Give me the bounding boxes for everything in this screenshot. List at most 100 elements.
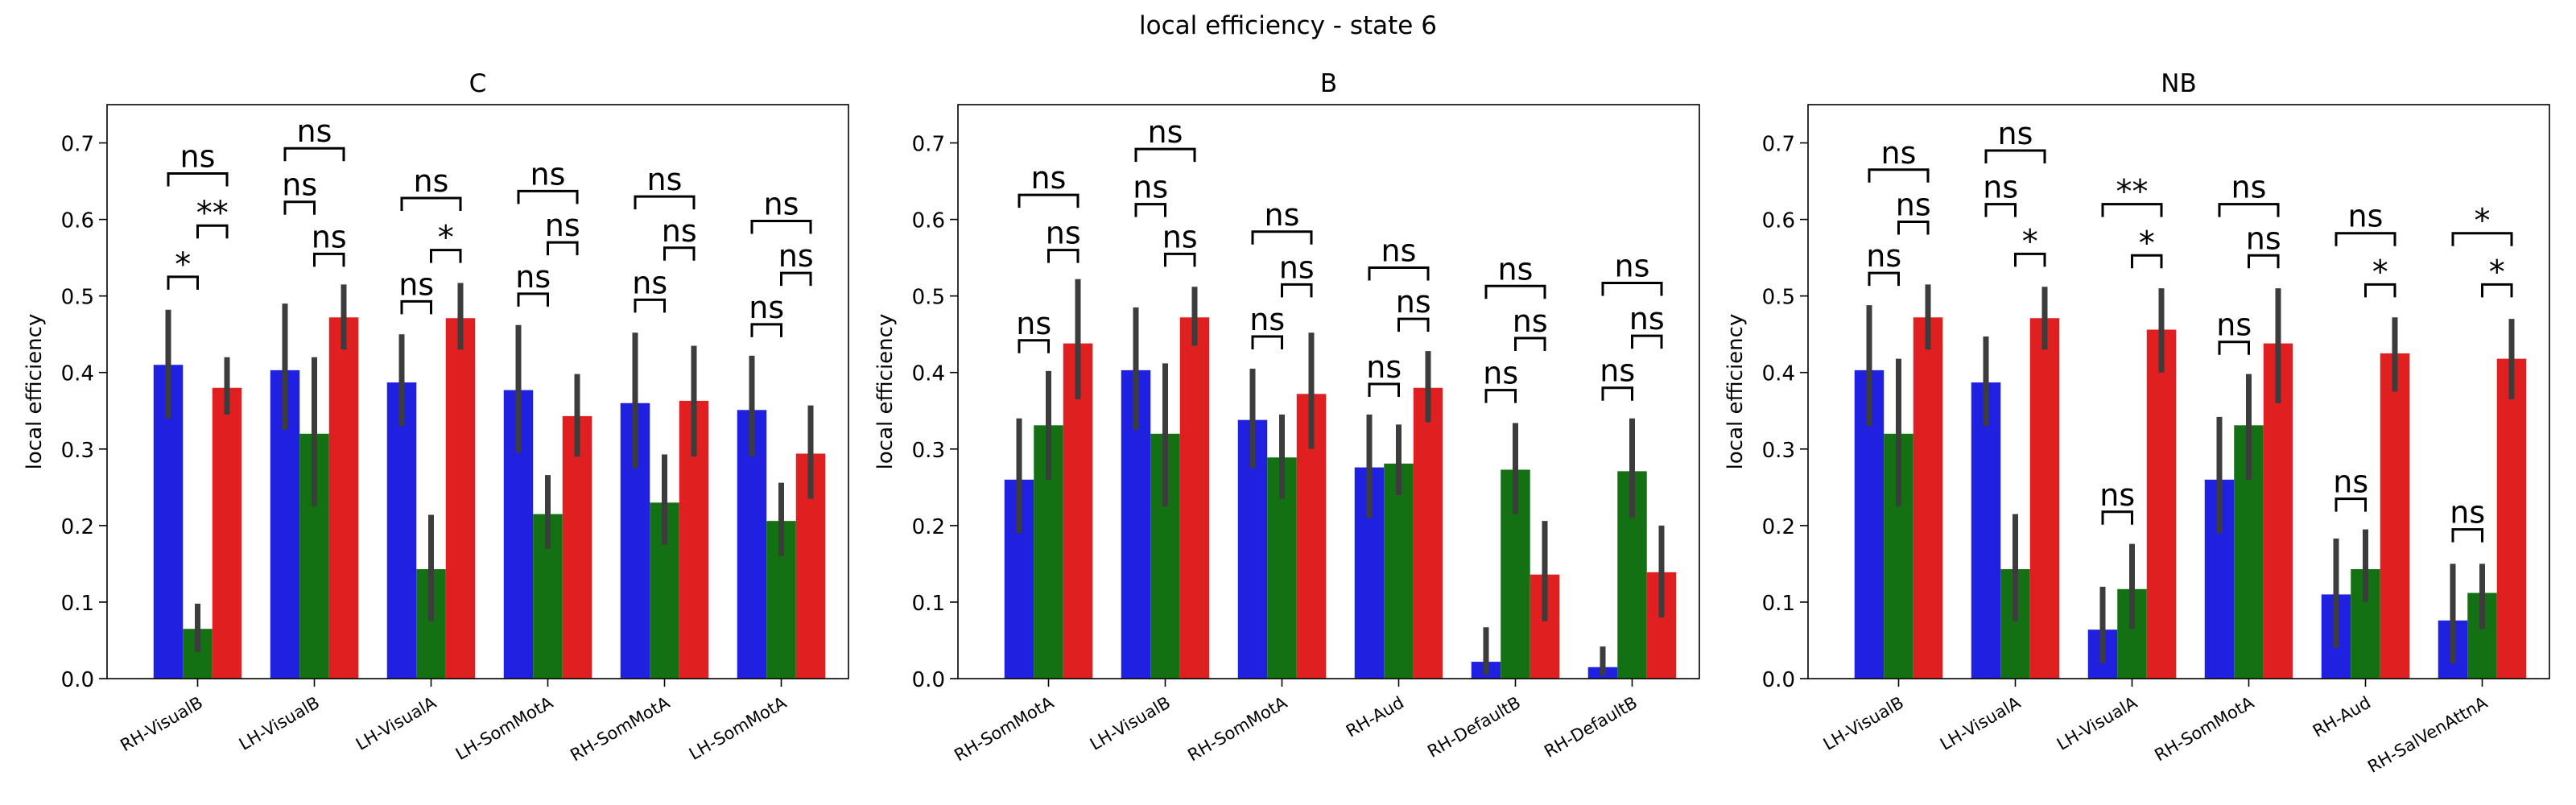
significance-bracket [2334,232,2396,246]
significance-bracket [196,224,229,239]
significance-bracket [2481,283,2513,298]
significance-bracket [1514,336,1546,351]
significance-label: ns [1366,349,1402,385]
x-tick-label: LH-VisualA [353,692,440,754]
significance-bracket [2131,254,2163,269]
significance-bracket [1164,252,1196,267]
y-tick-label: 0.5 [61,286,94,310]
significance-bracket [1281,283,1313,298]
panel-title: NB [2161,69,2196,98]
significance-bracket [2101,510,2133,525]
x-tick-label: LH-VisualB [1087,693,1174,754]
significance-label: ns [662,213,697,249]
significance-bracket [2218,203,2280,217]
y-tick-label: 0.5 [1762,286,1795,310]
significance-label: ns [1513,303,1548,339]
x-tick-label: LH-VisualA [2054,692,2141,754]
significance-bracket [517,189,579,204]
x-tick-label: RH-SalVenAttnA [2364,692,2491,777]
x-tick-label: RH-Aud [2310,693,2374,741]
significance-label: ns [1881,135,1917,171]
significance-bracket [2364,283,2396,298]
significance-bracket [1368,382,1400,397]
significance-label: ns [2450,495,2485,530]
significance-bracket [430,249,462,263]
significance-bracket [2248,254,2280,269]
significance-label: ns [2216,308,2252,343]
axes-frame [957,104,1700,679]
significance-label: ns [530,156,566,192]
significance-bracket [1868,271,1900,287]
significance-label: ns [1615,249,1650,284]
x-tick-label: LH-SomMotA [452,692,557,764]
y-tick-label: 0.0 [912,668,945,692]
significance-bracket [1134,203,1166,217]
significance-bracket [400,299,432,315]
significance-label: ns [1265,197,1300,233]
bar [1913,317,1943,679]
y-tick-label: 0.1 [912,592,945,616]
y-tick-label: 0.7 [1762,133,1795,157]
significance-label: ns [1148,114,1183,150]
y-tick-label: 0.2 [912,515,945,539]
x-tick-label: RH-DefaultB [1424,693,1524,762]
figure-suptitle: local efficiency - state 6 [1139,11,1437,40]
significance-label: ns [1133,170,1168,205]
significance-bracket [780,271,812,287]
panel-title: B [1320,69,1337,98]
significance-label: ns [297,114,332,149]
significance-label: ns [1016,306,1051,341]
significance-bracket [2451,232,2513,246]
significance-label: ns [1498,251,1534,287]
y-tick-label: 0.7 [61,133,94,157]
significance-bracket [1984,149,2046,164]
significance-bracket [2334,497,2367,512]
bar [328,317,359,679]
significance-label: ns [2099,477,2135,513]
significance-label: ns [515,259,551,295]
bar [1413,387,1443,679]
y-tick-label: 0.3 [61,439,94,463]
significance-bracket [1984,203,2017,217]
axes-frame [1807,104,2550,679]
significance-bracket [2014,252,2046,267]
significance-bracket [1251,335,1283,350]
bar [1179,317,1210,679]
significance-bracket [1397,317,1430,332]
bar [386,382,417,679]
significance-bracket [1601,386,1633,401]
significance-bracket [1368,266,1430,281]
significance-bracket [313,252,345,267]
significance-bracket [1484,284,1546,299]
significance-bracket [1484,389,1517,403]
significance-label: ns [414,163,449,199]
significance-label: ns [545,208,580,243]
significance-label: * [2372,254,2388,291]
panel-c: 0.0 0.1 0.2 0.3 0.4 0.5 0.6 0.7 local efficiency… [23,69,849,765]
y-tick-label: 0.2 [61,515,94,539]
significance-label: * [438,220,454,257]
x-tick-label: RH-VisualB [117,693,206,756]
significance-label: * [2475,203,2491,240]
significance-label: ** [2116,174,2149,211]
significance-bracket [1251,230,1313,245]
significance-bracket [750,220,812,234]
significance-bracket [634,298,666,313]
significance-label: ns [1162,219,1198,254]
significance-label: ns [778,238,814,274]
y-tick-label: 0.0 [1762,668,1795,692]
bar [1971,382,2001,679]
significance-bracket [2218,341,2250,355]
significance-label: * [2022,223,2038,260]
panels: 0.0 0.1 0.2 0.3 0.4 0.5 0.6 0.7 local efficiency… [23,69,2550,777]
y-tick-label: 0.1 [1762,592,1795,616]
significance-label: ns [647,162,683,197]
x-tick-label: LH-VisualA [1937,692,2025,754]
y-tick-label: 0.4 [1762,362,1795,386]
significance-label: ns [1031,160,1067,196]
y-tick-label: 0.6 [912,209,945,233]
bar [2146,329,2177,679]
y-tick-label: 0.5 [912,286,945,310]
significance-bracket [2451,528,2483,543]
